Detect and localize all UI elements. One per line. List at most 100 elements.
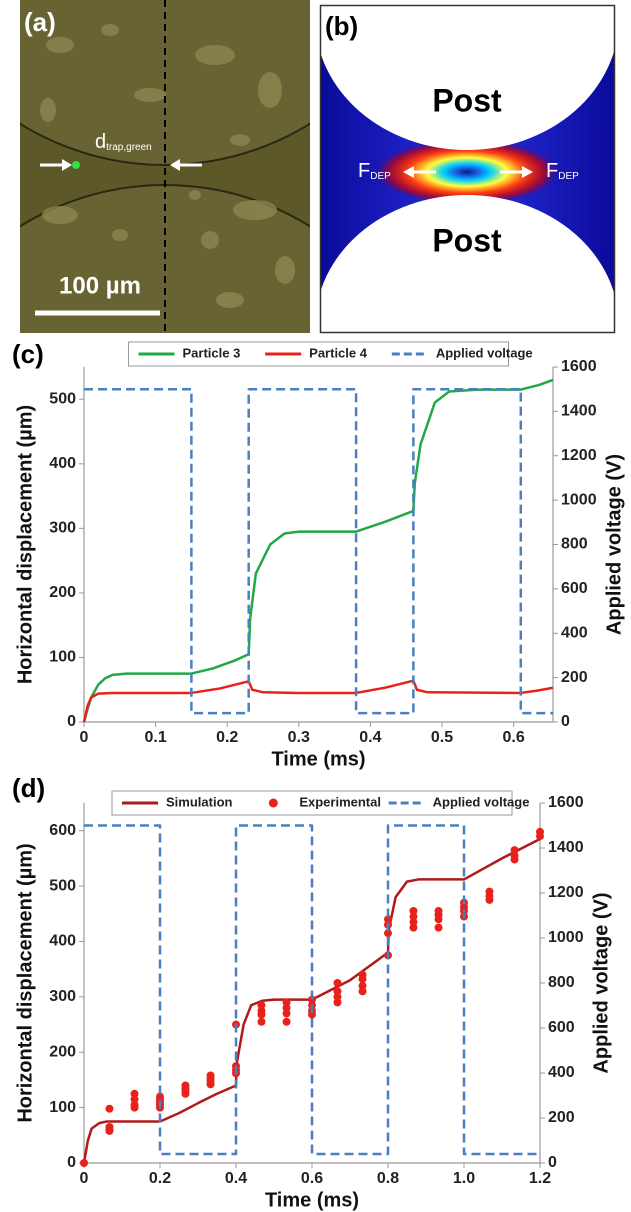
dashed-line xyxy=(84,387,553,715)
y2-tick-label: 0 xyxy=(548,1154,557,1171)
y2-tick-label: 800 xyxy=(561,536,588,553)
data-point xyxy=(282,1017,291,1026)
force-sub: DEP xyxy=(558,171,579,182)
data-point xyxy=(409,918,418,927)
data-point xyxy=(409,923,418,932)
y2-tick-label: 400 xyxy=(561,624,588,641)
data-point xyxy=(130,1103,139,1112)
x-tick-label: 0.5 xyxy=(431,729,453,746)
data-point xyxy=(384,929,392,938)
x-tick-label: 0.1 xyxy=(144,729,166,746)
y-axis-title: Horizontal displacement (µm) xyxy=(14,405,36,684)
data-point xyxy=(105,1104,114,1113)
x-axis-title: Time (ms) xyxy=(271,748,365,770)
line xyxy=(82,679,554,723)
gap-label: dtrap,green xyxy=(95,131,152,153)
x-tick-label: 0.6 xyxy=(301,1170,323,1187)
y2-tick-label: 1200 xyxy=(561,447,597,464)
data-point xyxy=(308,995,316,1004)
x-tick-label: 0.4 xyxy=(359,729,381,746)
y-tick-label: 100 xyxy=(49,649,76,666)
data-point xyxy=(333,998,342,1007)
y-tick-label: 200 xyxy=(49,1043,76,1060)
y-tick-label: 0 xyxy=(67,1154,76,1171)
y2-tick-label: 1200 xyxy=(548,884,584,901)
y-tick-label: 300 xyxy=(49,988,76,1005)
data-point xyxy=(130,1095,139,1104)
force-main: F xyxy=(546,160,558,182)
data-point xyxy=(282,1003,291,1012)
data-point xyxy=(257,1010,266,1019)
x-tick-label: 0.8 xyxy=(377,1170,399,1187)
legend-label: Simulation xyxy=(166,794,233,809)
y2-tick-label: 1600 xyxy=(561,358,597,375)
data-point xyxy=(434,915,443,924)
y2-tick-label: 1000 xyxy=(561,491,597,508)
x-tick-label: 0 xyxy=(80,1170,89,1187)
force-label: FDEP xyxy=(546,160,579,182)
data-point xyxy=(409,907,418,915)
gap-label-main: d xyxy=(95,131,106,153)
data-point xyxy=(510,855,519,864)
panel-label: (d) xyxy=(12,773,45,803)
force-sub: DEP xyxy=(370,171,391,182)
data-point xyxy=(181,1089,190,1098)
legend-label: Experimental xyxy=(299,794,381,809)
y-tick-label: 200 xyxy=(49,584,76,601)
panel-frame xyxy=(319,4,616,334)
data-point xyxy=(206,1080,215,1089)
line xyxy=(82,378,554,723)
line xyxy=(82,837,541,1164)
legend-label: Applied voltage xyxy=(436,345,533,360)
y-tick-label: 400 xyxy=(49,933,76,950)
y2-tick-label: 1400 xyxy=(561,403,597,420)
legend-label: Particle 4 xyxy=(309,345,368,360)
x-tick-label: 0.2 xyxy=(149,1170,171,1187)
panel-label: (b) xyxy=(325,11,358,41)
legend-label: Particle 3 xyxy=(183,345,241,360)
y-tick-label: 500 xyxy=(49,390,76,407)
data-point xyxy=(434,923,443,932)
legend-box xyxy=(111,790,513,816)
legend-label: Applied voltage xyxy=(433,794,530,809)
x-tick-label: 0.2 xyxy=(216,729,238,746)
y2-tick-label: 600 xyxy=(561,580,588,597)
data-point xyxy=(510,846,519,855)
data-point xyxy=(333,992,342,1001)
simulation-field xyxy=(321,6,614,332)
region-label: Post xyxy=(432,82,502,118)
data-point xyxy=(257,1017,266,1026)
y2-tick-label: 200 xyxy=(561,669,588,686)
y2-tick-label: 200 xyxy=(548,1109,575,1126)
y2-tick-label: 400 xyxy=(548,1064,575,1081)
data-point xyxy=(536,832,544,841)
data-point xyxy=(257,1001,266,1010)
x-tick-label: 0.3 xyxy=(288,729,310,746)
panel-label: (c) xyxy=(12,339,44,369)
scale-bar-label: 100 µm xyxy=(59,272,141,299)
data-point xyxy=(308,1010,316,1019)
data-point xyxy=(333,987,342,996)
data-point xyxy=(105,1126,114,1135)
y2-tick-label: 1000 xyxy=(548,929,584,946)
y2-tick-label: 800 xyxy=(548,974,575,991)
panel-label: (a) xyxy=(24,7,56,37)
y-tick-label: 500 xyxy=(49,877,76,894)
y-tick-label: 0 xyxy=(67,713,76,730)
y2-tick-label: 1600 xyxy=(548,794,584,811)
x-tick-label: 1.0 xyxy=(453,1170,475,1187)
micrograph xyxy=(20,0,310,333)
legend-swatch xyxy=(268,798,278,808)
y2-tick-label: 1400 xyxy=(548,839,584,856)
x-tick-label: 0 xyxy=(80,729,89,746)
region-label: Post xyxy=(432,222,502,258)
data-point xyxy=(282,1009,291,1018)
x-tick-label: 0.6 xyxy=(502,729,524,746)
data-point xyxy=(384,915,392,924)
y-tick-label: 600 xyxy=(49,822,76,839)
y2-axis-title: Applied voltage (V) xyxy=(603,454,625,635)
x-axis-title: Time (ms) xyxy=(265,1189,359,1211)
data-point xyxy=(358,987,367,996)
legend-box xyxy=(128,341,509,367)
